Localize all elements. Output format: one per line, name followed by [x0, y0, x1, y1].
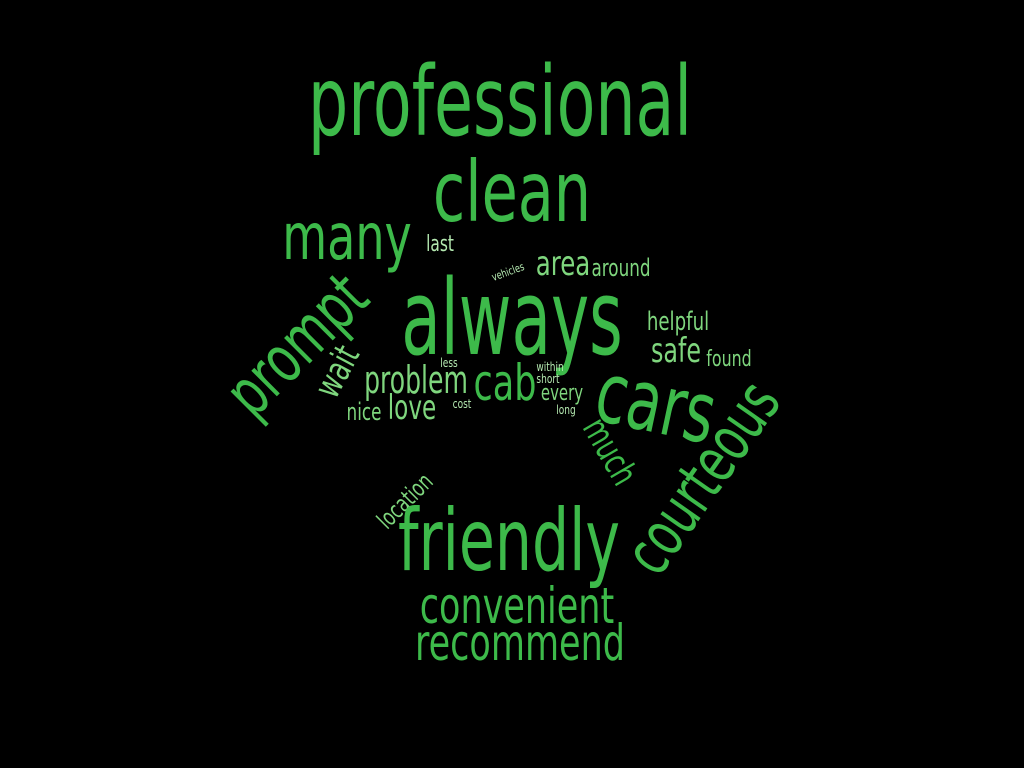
word-found: found — [706, 347, 752, 372]
word-recommend: recommend — [415, 614, 625, 672]
word-last: last — [426, 232, 454, 257]
word-around: around — [591, 254, 651, 282]
word-convenient: convenient — [419, 577, 615, 635]
word-love: love — [387, 388, 437, 428]
word-cost: cost — [452, 397, 472, 411]
word-helpful: helpful — [646, 307, 710, 337]
word-short: short — [536, 372, 560, 386]
word-professional: professional — [308, 46, 692, 158]
word-every: every — [540, 381, 584, 406]
word-clean: clean — [432, 143, 592, 241]
word-area: area — [535, 244, 591, 284]
word-long: long — [556, 403, 576, 417]
word-problem: problem — [364, 358, 468, 402]
word-many: many — [282, 201, 412, 275]
word-always: always — [401, 257, 623, 379]
word-safe: safe — [650, 331, 702, 371]
word-friendly: friendly — [398, 491, 620, 591]
word-cab: cab — [473, 354, 537, 412]
word-within: within — [536, 360, 564, 374]
word-less: less — [440, 356, 458, 370]
word-nice: nice — [346, 398, 382, 426]
